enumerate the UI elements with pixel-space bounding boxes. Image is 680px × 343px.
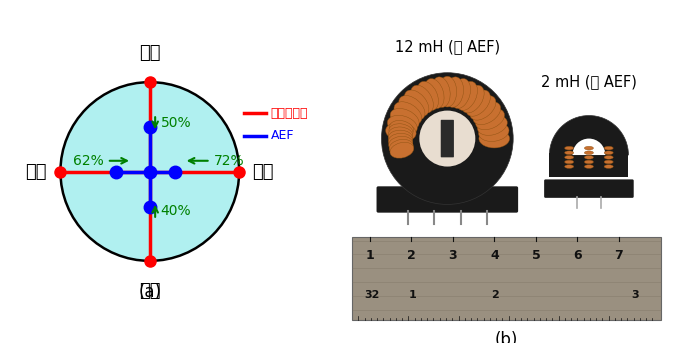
Ellipse shape xyxy=(584,146,594,150)
Ellipse shape xyxy=(461,85,484,113)
Ellipse shape xyxy=(418,81,439,110)
Ellipse shape xyxy=(389,124,413,139)
Text: (b): (b) xyxy=(495,331,518,343)
FancyBboxPatch shape xyxy=(352,237,662,320)
Ellipse shape xyxy=(389,137,413,152)
Ellipse shape xyxy=(479,122,509,141)
Ellipse shape xyxy=(564,155,574,159)
Ellipse shape xyxy=(424,79,444,108)
FancyBboxPatch shape xyxy=(549,153,628,177)
Text: 3: 3 xyxy=(631,290,639,300)
Text: 7: 7 xyxy=(615,249,624,262)
Ellipse shape xyxy=(477,115,507,135)
Ellipse shape xyxy=(445,77,464,107)
Ellipse shape xyxy=(411,85,433,113)
Text: 重量: 重量 xyxy=(252,163,273,180)
Ellipse shape xyxy=(584,165,594,168)
Ellipse shape xyxy=(451,79,471,108)
Text: 62%: 62% xyxy=(73,154,103,168)
Ellipse shape xyxy=(475,108,505,130)
Ellipse shape xyxy=(431,77,450,107)
Text: (a): (a) xyxy=(138,283,161,301)
Text: 尺寸: 尺寸 xyxy=(139,45,160,62)
Ellipse shape xyxy=(390,120,413,136)
Text: 6: 6 xyxy=(573,249,581,262)
Text: 32: 32 xyxy=(364,290,379,300)
Ellipse shape xyxy=(604,160,613,164)
Ellipse shape xyxy=(604,146,613,150)
Text: 1: 1 xyxy=(409,290,417,300)
Circle shape xyxy=(381,73,513,204)
Wedge shape xyxy=(573,139,605,155)
Ellipse shape xyxy=(466,90,490,116)
Text: 40%: 40% xyxy=(160,204,191,218)
Text: AEF: AEF xyxy=(271,129,294,142)
Ellipse shape xyxy=(389,139,413,155)
Ellipse shape xyxy=(456,81,477,110)
Ellipse shape xyxy=(604,155,613,159)
Ellipse shape xyxy=(388,130,413,145)
Ellipse shape xyxy=(473,102,500,125)
Ellipse shape xyxy=(388,115,418,135)
Text: 2: 2 xyxy=(407,249,415,262)
Ellipse shape xyxy=(479,129,509,148)
Ellipse shape xyxy=(438,76,457,107)
Text: 2 mH (带 AEF): 2 mH (带 AEF) xyxy=(541,74,637,89)
Text: 5: 5 xyxy=(532,249,541,262)
Ellipse shape xyxy=(564,160,574,164)
Ellipse shape xyxy=(386,122,416,141)
Text: 1: 1 xyxy=(366,249,374,262)
Ellipse shape xyxy=(470,96,496,120)
FancyBboxPatch shape xyxy=(441,120,454,157)
Ellipse shape xyxy=(564,165,574,168)
Ellipse shape xyxy=(604,165,613,168)
Text: 72%: 72% xyxy=(214,154,245,168)
Ellipse shape xyxy=(604,151,613,155)
Ellipse shape xyxy=(584,155,594,159)
FancyBboxPatch shape xyxy=(544,179,634,198)
Circle shape xyxy=(61,82,239,261)
Ellipse shape xyxy=(394,102,422,125)
Ellipse shape xyxy=(388,133,413,149)
Ellipse shape xyxy=(398,96,425,120)
Ellipse shape xyxy=(564,151,574,155)
Ellipse shape xyxy=(390,142,413,158)
Ellipse shape xyxy=(564,146,574,150)
Text: 50%: 50% xyxy=(160,116,191,130)
Ellipse shape xyxy=(390,108,419,130)
Text: 2: 2 xyxy=(491,290,499,300)
Ellipse shape xyxy=(584,151,594,155)
Text: 无源滤波器: 无源滤波器 xyxy=(271,107,308,120)
Text: 体积: 体积 xyxy=(24,163,46,180)
Wedge shape xyxy=(549,116,628,155)
Ellipse shape xyxy=(584,160,594,164)
Text: 4: 4 xyxy=(490,249,499,262)
Text: 12 mH (无 AEF): 12 mH (无 AEF) xyxy=(395,39,500,55)
Text: 3: 3 xyxy=(449,249,457,262)
FancyBboxPatch shape xyxy=(377,186,518,213)
Ellipse shape xyxy=(388,127,413,142)
Ellipse shape xyxy=(405,90,429,116)
Circle shape xyxy=(420,110,475,167)
Text: 成本: 成本 xyxy=(139,282,160,300)
